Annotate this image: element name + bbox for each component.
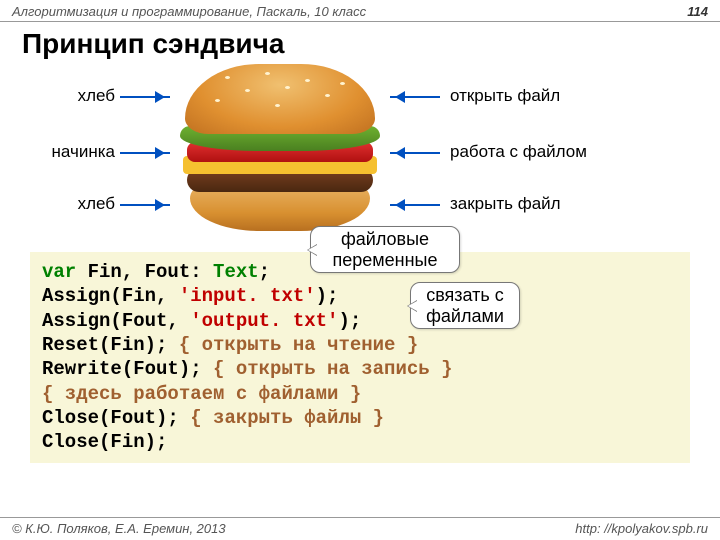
slide-footer: © К.Ю. Поляков, Е.А. Еремин, 2013 http: … [0,517,720,540]
sandwich-diagram: хлеб начинка хлеб открыть файл работа с … [20,64,700,244]
arrow-icon [120,204,170,206]
burger-graphic [175,64,385,239]
label-bread-top: хлеб [20,86,115,106]
arrow-icon [390,204,440,206]
code-line: Assign(Fout, 'output. txt'); [42,309,678,333]
code-line: Reset(Fin); { открыть на чтение } [42,333,678,357]
label-bread-bottom: хлеб [20,194,115,214]
label-close-file: закрыть файл [450,194,561,214]
callout-file-vars: файловые переменные [310,226,460,273]
code-line: Close(Fin); [42,430,678,454]
arrow-icon [120,96,170,98]
label-work-file: работа с файлом [450,142,587,162]
url-label: http: //kpolyakov.spb.ru [575,521,708,536]
label-filling: начинка [20,142,115,162]
arrow-icon [120,152,170,154]
callout-bind-files: связать с файлами [410,282,520,329]
code-line: Close(Fout); { закрыть файлы } [42,406,678,430]
copyright-label: © К.Ю. Поляков, Е.А. Еремин, 2013 [12,521,226,536]
code-block: файловые переменные связать с файлами va… [30,252,690,463]
code-line: { здесь работаем с файлами } [42,382,678,406]
code-line: Rewrite(Fout); { открыть на запись } [42,357,678,381]
slide-title: Принцип сэндвича [0,22,720,64]
arrow-icon [390,96,440,98]
label-open-file: открыть файл [450,86,560,106]
arrow-icon [390,152,440,154]
page-number: 114 [687,4,708,19]
course-label: Алгоритмизация и программирование, Паска… [12,4,366,19]
slide-header: Алгоритмизация и программирование, Паска… [0,0,720,22]
code-line: Assign(Fin, 'input. txt'); [42,284,678,308]
